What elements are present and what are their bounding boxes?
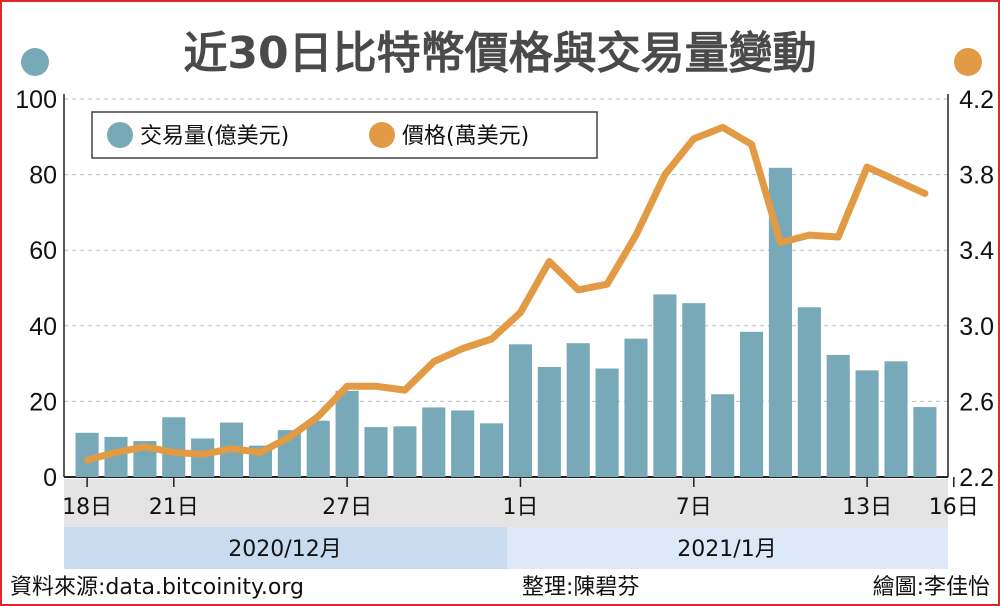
x-tick-label: 27日	[322, 495, 372, 520]
footer-source: 資料來源:data.bitcoinity.org	[10, 575, 304, 600]
volume-bar	[306, 420, 330, 477]
x-axis-band	[64, 479, 948, 527]
right-tick-label: 3.8	[959, 162, 994, 190]
price-line	[83, 123, 929, 464]
month-label-dec: 2020/12月	[228, 537, 341, 562]
right-tick-label: 3.0	[959, 313, 994, 341]
volume-bars	[75, 167, 937, 477]
volume-bar	[162, 417, 186, 477]
volume-bar	[508, 344, 532, 477]
volume-bar	[913, 407, 937, 477]
volume-bar	[797, 307, 821, 477]
x-axis-ticks: 18日 21日 27日 1日 7日 13日 16日	[62, 477, 979, 520]
chart-title: 近30日比特幣價格與交易量變動	[183, 28, 816, 79]
x-tick-label: 13日	[842, 495, 892, 520]
price-series-line	[83, 123, 929, 464]
month-band-dec	[64, 527, 507, 569]
volume-bar	[884, 361, 908, 477]
x-tick-label: 1日	[502, 495, 538, 520]
legend-swatch-price-icon	[369, 122, 395, 148]
volume-bar	[682, 303, 706, 477]
footer-editor: 整理:陳碧芬	[522, 575, 639, 600]
volume-bar	[104, 436, 128, 477]
volume-bar	[75, 432, 99, 477]
left-tick-label: 80	[29, 162, 57, 190]
volume-bar	[335, 390, 359, 477]
volume-bar	[451, 410, 475, 477]
volume-bar	[364, 427, 388, 477]
volume-bar	[624, 338, 648, 477]
legend-box	[91, 111, 598, 159]
legend-swatch-volume-icon	[107, 122, 133, 148]
month-band-jan	[507, 527, 948, 569]
left-tick-label: 0	[43, 464, 57, 492]
legend-label-price: 價格(萬美元)	[402, 124, 529, 149]
left-tick-label: 20	[29, 388, 57, 416]
footer-artist: 繪圖:李佳怡	[873, 575, 990, 600]
volume-bar	[855, 370, 879, 477]
month-label-jan: 2021/1月	[677, 537, 776, 562]
volume-bar	[566, 343, 590, 477]
volume-bar	[653, 294, 677, 477]
left-tick-label: 40	[29, 313, 57, 341]
volume-bar	[711, 394, 735, 477]
legend-label-volume: 交易量(億美元)	[140, 124, 289, 149]
right-tick-label: 4.2	[959, 86, 994, 114]
legend: 交易量(億美元) 價格(萬美元)	[91, 111, 598, 159]
x-tick-label: 16日	[929, 495, 979, 520]
title-left-dot-icon	[21, 48, 49, 76]
title-right-dot-icon	[954, 48, 982, 76]
left-tick-label: 100	[15, 86, 57, 114]
x-tick-label: 21日	[149, 495, 199, 520]
volume-bar	[480, 423, 504, 477]
x-tick-label: 18日	[62, 495, 112, 520]
left-tick-label: 60	[29, 237, 57, 265]
volume-bar	[595, 368, 619, 477]
x-tick-label: 7日	[676, 495, 712, 520]
volume-bar	[422, 407, 446, 477]
right-tick-label: 2.2	[959, 464, 994, 492]
left-axis-ticks: 0 20 40 60 80 100	[15, 86, 57, 492]
right-axis-ticks: 2.2 2.6 3.0 3.4 3.8 4.2	[959, 86, 994, 492]
right-tick-label: 2.6	[959, 388, 994, 416]
volume-bar	[768, 167, 792, 477]
volume-bar	[393, 426, 417, 477]
volume-bar	[826, 354, 850, 477]
volume-bar	[537, 367, 561, 477]
volume-bar	[740, 331, 764, 477]
right-tick-label: 3.4	[959, 237, 994, 265]
